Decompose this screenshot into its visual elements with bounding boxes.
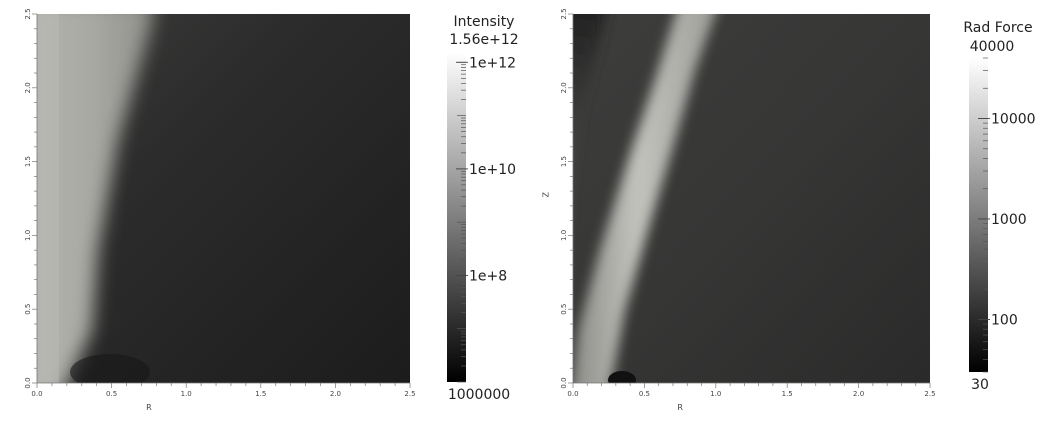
radforce-x-tick-label: 2.5 xyxy=(924,390,935,398)
intensity-y-tick-label: 0.5 xyxy=(24,304,32,315)
radforce-colorbar-ramp xyxy=(969,58,988,372)
radforce-x-tick-label: 2.0 xyxy=(853,390,864,398)
radforce-colorbar-tick-label: 1000 xyxy=(991,212,1027,228)
intensity-x-tick-label: 2.5 xyxy=(404,390,415,398)
radforce-x-tick-label: 1.0 xyxy=(710,390,721,398)
radforce-y-tick-label: 1.0 xyxy=(560,230,568,241)
radforce-axes: 0.0 0.5 1.0 1.5 2.0 2.5 0.0 0.5 1.0 1.5 2.0 2.5 R Z xyxy=(542,8,936,412)
intensity-y-tick-label: 2.5 xyxy=(24,8,32,19)
radforce-colorbar-min-label: 30 xyxy=(971,377,989,393)
radforce-y-tick-label: 1.5 xyxy=(560,156,568,167)
radforce-colorbar-ticks: 10000 1000 100 xyxy=(978,57,1036,373)
intensity-colorbar: Intensity 1.56e+12 1e+12 1e+10 1e+8 100000… xyxy=(447,14,519,403)
intensity-axes: 0.0 0.5 1.0 1.5 2.0 2.5 0.0 0.5 1.0 1.5 2.0 2.5 R xyxy=(24,8,416,412)
intensity-x-tick-label: 2.0 xyxy=(330,390,341,398)
intensity-colorbar-min-label: 1000000 xyxy=(448,387,510,403)
intensity-colorbar-tick-label: 1e+8 xyxy=(469,268,507,284)
intensity-colorbar-ticks: 1e+12 1e+10 1e+8 xyxy=(456,55,516,383)
intensity-plot-svg: 0.0 0.5 1.0 1.5 2.0 2.5 0.0 0.5 1.0 1.5 2.0 2.5 R In… xyxy=(24,8,519,412)
intensity-colorbar-tick-label: 1e+10 xyxy=(469,162,516,178)
radforce-x-tick-label: 1.5 xyxy=(782,390,793,398)
intensity-colorbar-title: Intensity xyxy=(454,14,515,30)
radforce-colorbar: Rad Force 40000 10000 1000 100 30 xyxy=(963,20,1035,393)
radforce-plot-panel: 0.0 0.5 1.0 1.5 2.0 2.5 0.0 0.5 1.0 1.5 2.0 2.5 R Z R… xyxy=(530,0,1046,426)
radforce-y-tick-label: 2.0 xyxy=(560,82,568,93)
intensity-field xyxy=(37,14,410,383)
intensity-colorbar-tick-label: 1e+12 xyxy=(469,55,516,71)
intensity-y-tick-label: 2.0 xyxy=(24,82,32,93)
radforce-y-tick-label: 0.0 xyxy=(560,377,568,388)
radforce-x-tick-label: 0.0 xyxy=(567,390,578,398)
radforce-x-tick-label: 0.5 xyxy=(639,390,650,398)
intensity-x-axis-label: R xyxy=(146,403,152,412)
intensity-x-tick-label: 0.0 xyxy=(31,390,42,398)
radforce-plot-svg: 0.0 0.5 1.0 1.5 2.0 2.5 0.0 0.5 1.0 1.5 2.0 2.5 R Z R… xyxy=(542,8,1036,412)
intensity-y-tick-label: 1.0 xyxy=(24,230,32,241)
radforce-x-axis-label: R xyxy=(677,403,683,412)
radforce-colorbar-tick-label: 100 xyxy=(991,312,1018,328)
radforce-y-tick-label: 2.5 xyxy=(560,8,568,19)
intensity-x-tick-label: 0.5 xyxy=(106,390,117,398)
intensity-y-tick-label: 0.0 xyxy=(24,377,32,388)
intensity-colorbar-ramp xyxy=(447,52,466,382)
radforce-colorbar-tick-label: 10000 xyxy=(991,111,1036,127)
intensity-colorbar-max-label: 1.56e+12 xyxy=(449,32,518,48)
intensity-plot-panel: 0.0 0.5 1.0 1.5 2.0 2.5 0.0 0.5 1.0 1.5 2.0 2.5 R In… xyxy=(0,0,520,426)
intensity-x-tick-label: 1.0 xyxy=(181,390,192,398)
intensity-y-tick-label: 1.5 xyxy=(24,156,32,167)
radforce-colorbar-title: Rad Force xyxy=(963,20,1032,36)
radforce-y-tick-label: 0.5 xyxy=(560,304,568,315)
intensity-x-tick-label: 1.5 xyxy=(255,390,266,398)
radforce-colorbar-max-label: 40000 xyxy=(970,39,1015,55)
radforce-field xyxy=(573,14,930,383)
radforce-y-axis-label: Z xyxy=(542,192,551,198)
